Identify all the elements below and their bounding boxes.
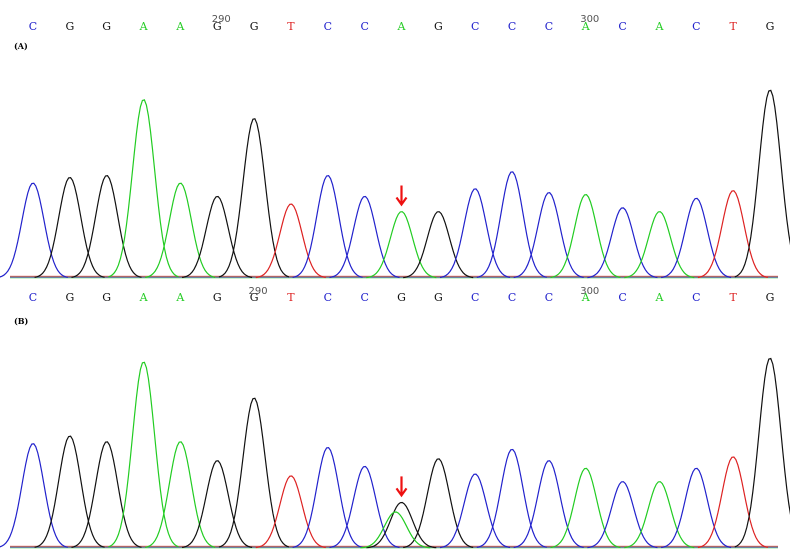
peak [0,182,68,278]
peak [550,467,621,549]
base-call: G [250,20,259,33]
base-call: G [250,291,259,304]
peak [218,397,290,548]
peak [292,175,363,278]
peak [624,211,695,279]
peak [329,465,400,549]
base-call: C [508,291,516,304]
peak [476,171,547,278]
peak [0,443,68,548]
base-call: C [360,20,368,33]
peak [734,89,790,278]
peak [255,203,326,279]
base-call: C [471,20,479,33]
base-call: A [139,291,149,304]
base-call: A [581,291,591,304]
base-call: A [581,20,591,33]
base-call: C [324,291,332,304]
base-call: C [508,20,516,33]
peak [439,473,511,549]
base-call: G [766,291,775,304]
base-call: T [729,20,737,33]
peak [476,448,547,548]
peak [329,195,400,279]
peak [439,188,511,279]
base-call: C [545,20,553,33]
base-call: A [654,20,664,33]
base-call: G [65,20,74,33]
panel-label: (A) [14,41,28,51]
position-label: 300 [580,14,599,25]
base-call: C [360,291,368,304]
peak [145,182,216,278]
base-call: C [618,20,626,33]
peak [697,456,769,549]
base-call: G [434,291,443,304]
base-call: G [213,291,222,304]
base-call: G [102,20,111,33]
base-call: C [545,291,553,304]
base-call: A [397,20,407,33]
base-call: C [29,20,37,33]
peak [292,446,363,548]
base-call: G [434,20,443,33]
base-call: A [139,20,149,33]
base-call: C [324,20,332,33]
peak [34,176,105,278]
peak [366,501,437,549]
peak [734,357,790,548]
peak [624,481,695,549]
base-call: A [654,291,664,304]
peak [513,192,584,279]
peak [34,435,105,548]
base-call: A [175,291,185,304]
base-call: A [175,20,185,33]
base-call: G [65,291,74,304]
secondary-peak [360,511,431,549]
base-call: G [397,291,406,304]
peak [661,197,732,279]
base-call: T [729,291,737,304]
peak [587,207,658,279]
position-label: 300 [580,286,599,297]
peak [71,175,142,278]
peak [697,190,769,279]
panel-label: (B) [14,316,29,326]
base-call: C [692,20,700,33]
peak [181,195,253,279]
mutation-arrow-head [395,196,408,207]
peak [403,211,474,279]
peak [71,441,142,548]
peak [550,193,621,279]
peak [108,361,179,548]
peak [661,467,732,549]
base-call: G [213,20,222,33]
base-call: T [287,20,295,33]
peak [366,211,437,279]
mutation-arrow-head [395,487,408,498]
position-label: 290 [212,14,231,25]
peak [145,441,216,548]
position-label: 290 [249,286,268,297]
base-call: C [692,291,700,304]
base-call: T [287,291,295,304]
peak [255,475,326,549]
peak [108,99,179,278]
base-call: G [766,20,775,33]
peak [513,460,584,549]
base-call: C [618,291,626,304]
peak [587,481,658,549]
base-call: G [102,291,111,304]
base-call: C [471,291,479,304]
peak [181,460,253,549]
base-call: C [29,291,37,304]
peak [218,118,290,278]
peak [403,458,474,549]
